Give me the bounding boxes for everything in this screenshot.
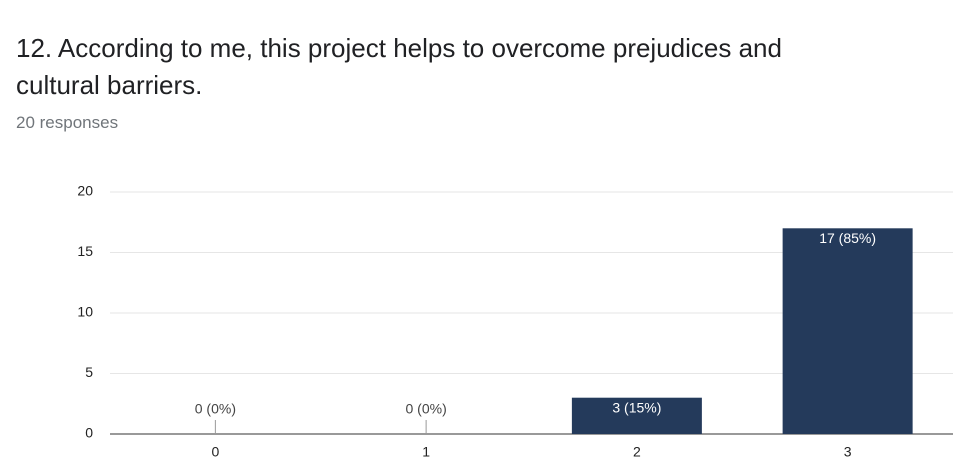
- x-tick-label: 3: [844, 444, 852, 460]
- data-label: 3 (15%): [612, 399, 661, 415]
- y-tick-label: 5: [85, 364, 93, 380]
- data-label: 17 (85%): [819, 230, 876, 246]
- y-tick-label: 0: [85, 425, 93, 441]
- y-tick-label: 20: [77, 183, 93, 199]
- data-label: 0 (0%): [195, 401, 236, 417]
- x-tick-label: 0: [211, 444, 219, 460]
- bar: [571, 397, 702, 434]
- response-count: 20 responses: [16, 113, 119, 132]
- data-label: 0 (0%): [406, 401, 447, 417]
- question-title: 12. According to me, this project helps …: [16, 33, 782, 100]
- bar: [782, 228, 913, 434]
- y-tick-label: 15: [77, 243, 93, 259]
- x-tick-label: 1: [422, 444, 430, 460]
- x-tick-label: 2: [633, 444, 641, 460]
- y-tick-label: 10: [77, 304, 93, 320]
